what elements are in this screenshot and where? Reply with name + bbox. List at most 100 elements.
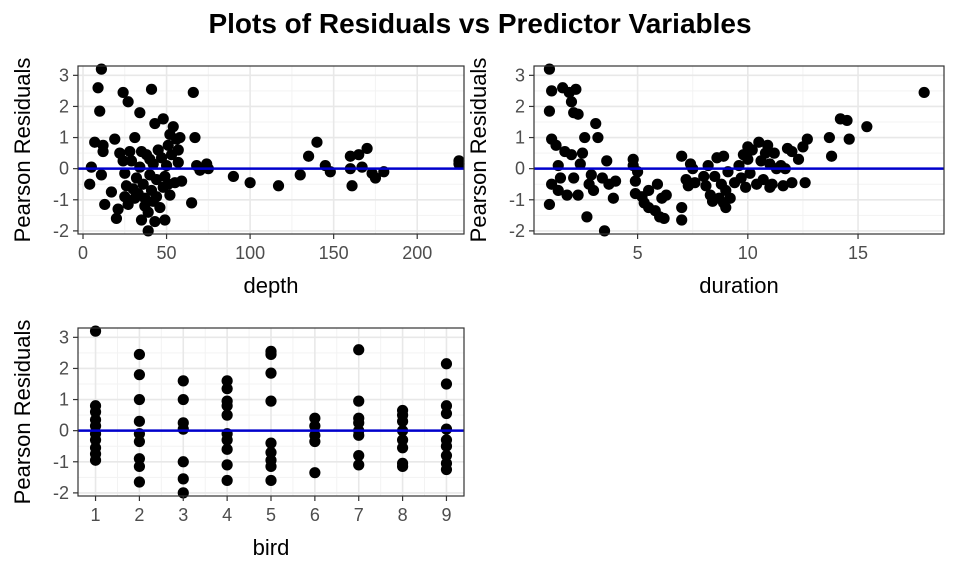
data-point: [676, 201, 688, 214]
data-point: [396, 442, 409, 454]
data-point: [133, 369, 146, 381]
y-tick-label: 1: [59, 390, 69, 410]
data-point: [440, 378, 453, 390]
data-point: [125, 155, 138, 167]
data-point: [265, 348, 277, 361]
data-point: [651, 178, 664, 190]
data-point: [129, 131, 141, 144]
data-point: [147, 158, 159, 170]
x-tick-label: 0: [78, 243, 88, 263]
data-point: [709, 170, 721, 183]
data-point: [786, 145, 798, 158]
data-point: [724, 192, 736, 204]
data-point: [177, 393, 189, 406]
data-point: [159, 214, 171, 226]
data-point: [768, 147, 780, 159]
data-point: [187, 86, 199, 99]
data-point: [145, 83, 158, 95]
data-point: [311, 136, 323, 148]
data-point: [149, 117, 161, 130]
data-point: [786, 177, 798, 189]
data-point: [590, 117, 602, 130]
data-point: [740, 181, 752, 193]
data-point: [353, 449, 365, 462]
data-point: [543, 63, 556, 75]
data-point: [134, 161, 146, 173]
data-point: [97, 145, 109, 158]
data-point: [85, 161, 97, 173]
data-point: [112, 203, 124, 215]
data-point: [265, 474, 277, 487]
data-point: [167, 121, 179, 133]
data-point: [353, 459, 365, 471]
x-tick-label: 6: [310, 505, 320, 525]
data-point: [353, 395, 365, 407]
data-point: [762, 139, 774, 151]
x-tick-label: 100: [235, 243, 265, 263]
data-point: [353, 344, 365, 356]
data-point: [162, 139, 174, 151]
y-tick-label: -2: [53, 221, 69, 241]
y-axis-title: Pearson Residuals: [10, 58, 35, 243]
data-point: [550, 139, 562, 151]
data-point: [585, 169, 597, 181]
y-tick-label: -2: [509, 221, 525, 241]
data-point: [629, 175, 641, 187]
y-tick-label: 2: [59, 358, 69, 378]
chart-title: Plots of Residuals vs Predictor Variable…: [208, 8, 752, 39]
data-point: [142, 206, 154, 218]
x-tick-label: 7: [354, 505, 364, 525]
data-point: [89, 454, 102, 466]
y-tick-label: -1: [509, 190, 525, 210]
data-point: [579, 131, 591, 144]
data-point: [164, 189, 176, 201]
data-point: [552, 184, 564, 197]
y-axis-title: Pearson Residuals: [466, 58, 491, 243]
data-point: [294, 169, 306, 181]
data-point: [843, 133, 855, 145]
x-axis-title: duration: [699, 273, 779, 298]
data-point: [265, 437, 277, 449]
data-point: [221, 474, 233, 487]
data-point: [265, 446, 277, 459]
data-point: [572, 189, 584, 201]
y-tick-label: 2: [515, 96, 525, 116]
y-tick-label: 0: [515, 159, 525, 179]
data-point: [133, 435, 146, 448]
data-point: [918, 86, 930, 99]
data-point: [221, 383, 233, 395]
data-point: [742, 153, 754, 165]
data-point: [396, 460, 409, 473]
chart-panel-3: -2 -1 0 1 2 3 1 2 3 4 5 6 7 8 9 bird Pearson Residuals: [10, 320, 465, 560]
x-tick-label: 4: [222, 505, 232, 525]
data-point: [440, 358, 453, 370]
data-point: [574, 158, 586, 170]
data-point: [609, 175, 622, 187]
data-point: [356, 161, 368, 173]
data-point: [344, 150, 356, 162]
y-tick-label: -2: [53, 483, 69, 503]
data-point: [440, 423, 453, 435]
data-point: [177, 423, 189, 435]
data-point: [89, 325, 102, 337]
data-point: [95, 169, 107, 181]
x-tick-label: 8: [398, 505, 408, 525]
data-point: [689, 177, 701, 189]
data-point: [353, 417, 365, 429]
y-tick-label: 1: [59, 128, 69, 148]
x-axis-title: bird: [253, 535, 290, 560]
data-point: [576, 147, 589, 159]
data-point: [361, 142, 373, 155]
data-point: [660, 189, 672, 201]
data-point: [124, 145, 136, 158]
data-point: [133, 393, 146, 406]
data-point: [265, 395, 277, 407]
data-point: [543, 105, 556, 117]
data-point: [565, 149, 578, 161]
data-point: [177, 456, 189, 468]
data-point: [735, 172, 747, 184]
x-tick-label: 9: [441, 505, 451, 525]
x-tick-label: 50: [157, 243, 177, 263]
data-point: [601, 155, 613, 167]
data-point: [221, 434, 233, 446]
